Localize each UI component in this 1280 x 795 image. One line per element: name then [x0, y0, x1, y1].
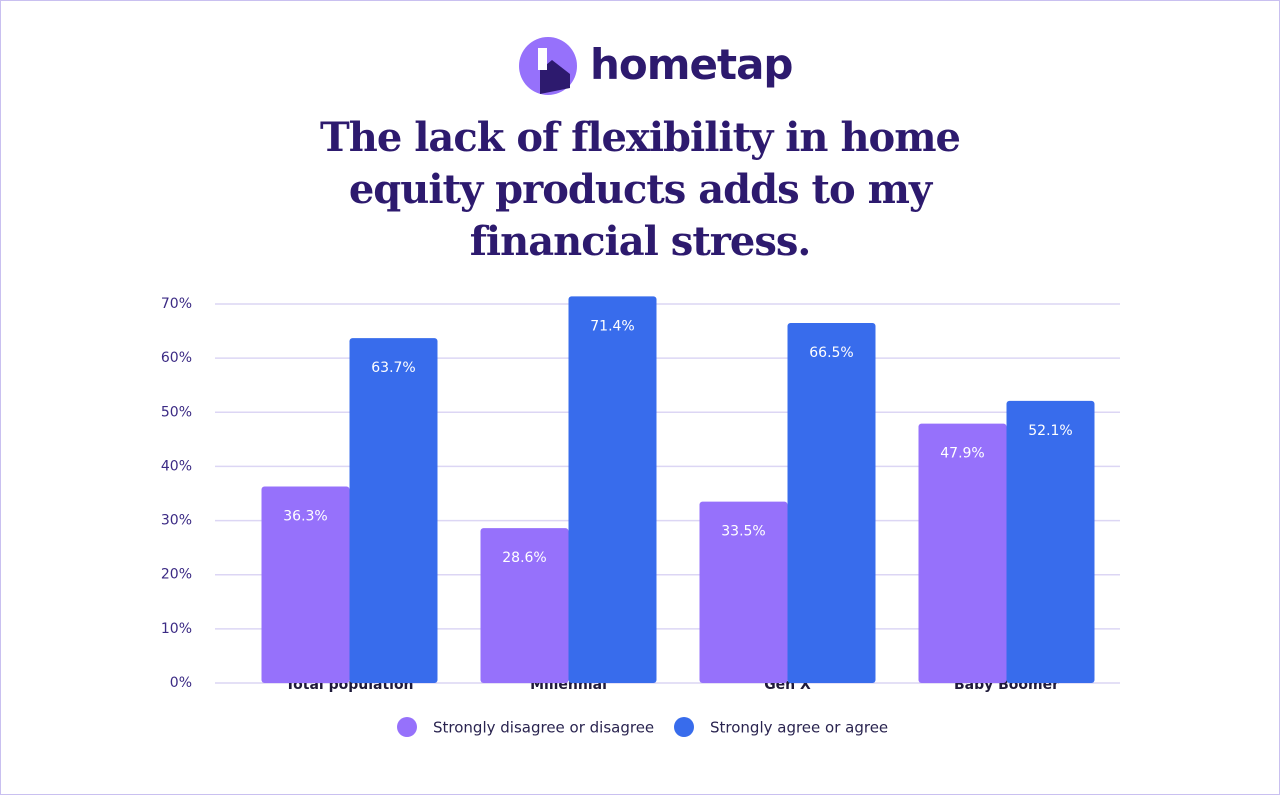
- value-label: 63.7%: [371, 360, 415, 376]
- value-label: 47.9%: [940, 446, 984, 462]
- legend-label: Strongly disagree or disagree: [433, 719, 654, 737]
- value-label: 66.5%: [809, 345, 853, 361]
- bar: [699, 501, 788, 683]
- y-tick-label: 10%: [161, 621, 192, 637]
- bar: [480, 528, 569, 683]
- value-label: 52.1%: [1028, 423, 1072, 439]
- y-tick-label: 70%: [161, 296, 192, 312]
- value-label: 36.3%: [283, 508, 327, 524]
- legend-label: Strongly agree or agree: [710, 719, 888, 737]
- bar: [261, 486, 350, 683]
- y-tick-label: 0%: [170, 675, 192, 691]
- y-tick-label: 40%: [161, 458, 192, 474]
- value-label: 33.5%: [721, 524, 765, 540]
- bar: [1006, 400, 1095, 683]
- value-label: 28.6%: [502, 550, 546, 566]
- legend-marker: [674, 717, 694, 737]
- y-tick-label: 30%: [161, 513, 192, 529]
- y-tick-label: 50%: [161, 404, 192, 420]
- bar: [918, 423, 1007, 683]
- value-label: 71.4%: [590, 318, 634, 334]
- bar: [349, 338, 438, 683]
- y-tick-label: 20%: [161, 567, 192, 583]
- bar: [787, 322, 876, 683]
- legend-marker: [397, 717, 417, 737]
- logo-text: hometap: [590, 40, 793, 89]
- y-tick-label: 60%: [161, 350, 192, 366]
- bar: [568, 296, 657, 683]
- chart-title: The lack of flexibility in home equity p…: [320, 114, 961, 265]
- logo-icon: [519, 37, 577, 95]
